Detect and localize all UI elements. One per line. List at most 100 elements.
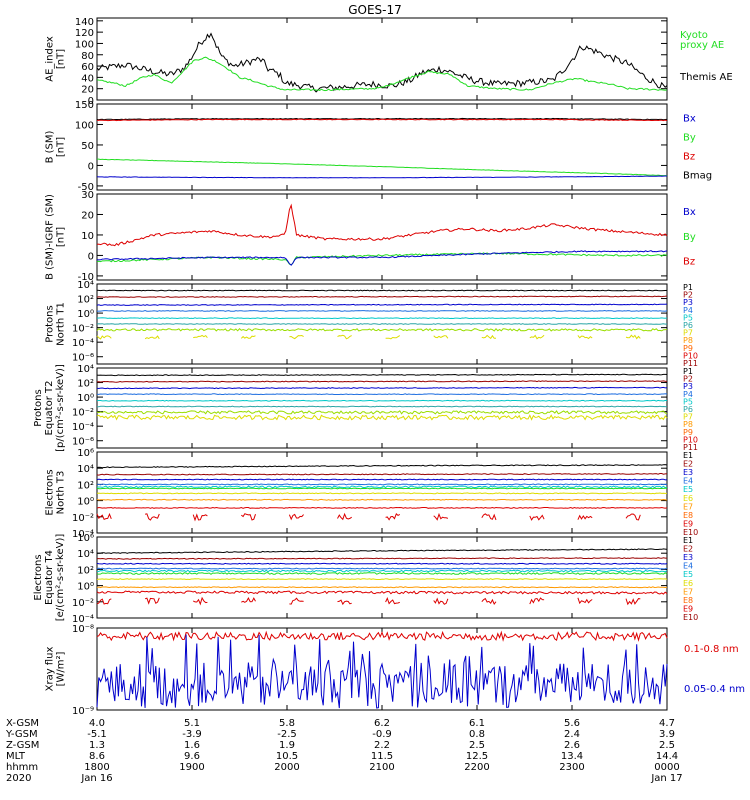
y-tick-label: 10⁻⁴ bbox=[72, 529, 94, 540]
legend-label: proxy AE bbox=[680, 40, 724, 51]
series-p5 bbox=[96, 317, 668, 320]
series-by bbox=[97, 158, 668, 177]
legend-label: E6 bbox=[683, 494, 693, 503]
x-tick-value: 1800 bbox=[84, 762, 109, 773]
y-tick-label: 10² bbox=[77, 480, 94, 491]
y-tick-label: 10⁰ bbox=[77, 497, 94, 508]
legend-label: By bbox=[683, 132, 696, 143]
legend-label: P10 bbox=[683, 435, 698, 444]
y-tick-label: 20 bbox=[81, 210, 94, 221]
series-e9 bbox=[96, 590, 668, 595]
series-e7 bbox=[96, 492, 667, 495]
y-tick-label: 50 bbox=[81, 141, 94, 152]
panel-frame bbox=[96, 627, 668, 711]
x-tick-value: 0000 bbox=[654, 762, 679, 773]
legend-label: By bbox=[683, 232, 696, 243]
series-e3 bbox=[96, 562, 668, 565]
legend-label: P5 bbox=[683, 313, 693, 322]
x-tick-value: 10.5 bbox=[276, 751, 298, 762]
legend-label: Bz bbox=[683, 256, 695, 267]
series-0-05-0-4-nm bbox=[96, 634, 668, 709]
x-tick-value: 0.8 bbox=[469, 729, 485, 740]
x-tick-value: 2000 bbox=[274, 762, 299, 773]
panel-elec4: 10⁶ 10⁴ 10² 10⁰ 10⁻² 10⁻⁴ Electrons Equator T4[… bbox=[33, 533, 698, 625]
x-tick-value: 4.0 bbox=[89, 718, 105, 729]
y-tick-label: 0 bbox=[88, 96, 94, 107]
series-e10 bbox=[96, 596, 641, 606]
series-themis-ae bbox=[96, 32, 668, 93]
legend-label: P2 bbox=[683, 291, 693, 300]
series-p4 bbox=[96, 393, 668, 396]
panel-bsm: -50 0 50 100 150 B (SM) [nT] Bx By Bz Bmag bbox=[45, 100, 713, 193]
legend-label: P1 bbox=[683, 367, 693, 376]
y-tick-label: 10⁻² bbox=[72, 513, 94, 524]
x-tick-value: 2.5 bbox=[659, 740, 675, 751]
series-p1 bbox=[96, 373, 668, 377]
x-tick-value: 2.2 bbox=[374, 740, 390, 751]
legend-label: E5 bbox=[683, 485, 693, 494]
series-e8 bbox=[96, 586, 668, 589]
series-bz bbox=[97, 118, 668, 122]
x-axis-ephemeris: X-GSMY-GSMZ-GSMMLThhmm20204.0-5.11.38.61… bbox=[5, 718, 683, 784]
y-tick-label: 10⁻² bbox=[72, 324, 94, 335]
legend-label: E3 bbox=[683, 553, 693, 562]
x-row-label: X-GSM bbox=[6, 718, 39, 729]
series-p8 bbox=[96, 414, 668, 421]
series-p5 bbox=[96, 399, 668, 402]
y-tick-label: 20 bbox=[81, 85, 94, 96]
y-axis-label: Protons bbox=[33, 389, 44, 426]
legend-label: P11 bbox=[683, 443, 698, 452]
y-axis-label: [W/m²] bbox=[56, 651, 67, 686]
legend-label: E4 bbox=[683, 477, 693, 486]
y-tick-label: 140 bbox=[75, 17, 94, 28]
legend-label: P5 bbox=[683, 397, 693, 406]
series-bz bbox=[96, 203, 668, 247]
series-e10 bbox=[96, 512, 641, 522]
y-tick-label: 10⁻² bbox=[72, 408, 94, 419]
legend-label: E9 bbox=[683, 519, 693, 528]
x-tick-value: Jan 16 bbox=[80, 773, 112, 784]
y-axis-label: Electrons bbox=[45, 469, 56, 515]
y-tick-label: 10⁴ bbox=[77, 280, 94, 291]
x-tick-value: 6.2 bbox=[374, 718, 390, 729]
series-e5 bbox=[96, 485, 668, 489]
legend-label: P4 bbox=[683, 390, 693, 399]
y-tick-label: 10⁶ bbox=[77, 533, 94, 544]
series-by bbox=[96, 252, 668, 266]
y-tick-label: 10² bbox=[77, 295, 94, 306]
legend-label: P2 bbox=[683, 375, 693, 384]
y-tick-label: 10 bbox=[81, 231, 94, 242]
x-tick-value: 1900 bbox=[179, 762, 204, 773]
series-bx bbox=[96, 175, 667, 179]
x-row-label: hhmm bbox=[6, 762, 38, 773]
x-tick-value: 6.1 bbox=[469, 718, 485, 729]
y-tick-label: 60 bbox=[81, 62, 94, 73]
x-row-label: 2020 bbox=[6, 773, 31, 784]
series-p3 bbox=[96, 386, 668, 390]
panel-frame bbox=[96, 367, 668, 449]
series-p7 bbox=[96, 410, 668, 415]
y-tick-label: 10² bbox=[77, 565, 94, 576]
y-tick-label: 10⁻² bbox=[72, 598, 94, 609]
series-e2 bbox=[97, 557, 667, 560]
legend-label: P3 bbox=[683, 382, 693, 391]
panel-prot1: 10⁴ 10² 10⁰ 10⁻² 10⁻⁴ 10⁻⁶ Protons North T1 P1P2… bbox=[45, 280, 699, 368]
x-tick-value: 12.5 bbox=[466, 751, 488, 762]
y-axis-label: B (SM)-IGRF (SM) bbox=[45, 194, 56, 280]
panel-bdiff: -10 0 10 20 30 B (SM)-IGRF (SM) [nT] Bx By Bz bbox=[45, 190, 696, 283]
series-e8 bbox=[96, 498, 668, 501]
x-tick-value: -3.9 bbox=[182, 729, 202, 740]
y-axis-label: B (SM) bbox=[45, 130, 56, 163]
legend-label: Bmag bbox=[683, 171, 712, 182]
y-tick-label: 80 bbox=[81, 51, 94, 62]
legend-label: E1 bbox=[683, 451, 693, 460]
legend-label: E3 bbox=[683, 468, 693, 477]
x-tick-value: 2100 bbox=[369, 762, 394, 773]
legend-label: P9 bbox=[683, 344, 693, 353]
y-axis-label: [nT] bbox=[56, 49, 67, 69]
x-tick-value: Jan 17 bbox=[650, 773, 682, 784]
y-tick-label: 10⁻⁴ bbox=[72, 422, 94, 433]
x-tick-value: 5.6 bbox=[564, 718, 580, 729]
legend-label: E5 bbox=[683, 570, 693, 579]
